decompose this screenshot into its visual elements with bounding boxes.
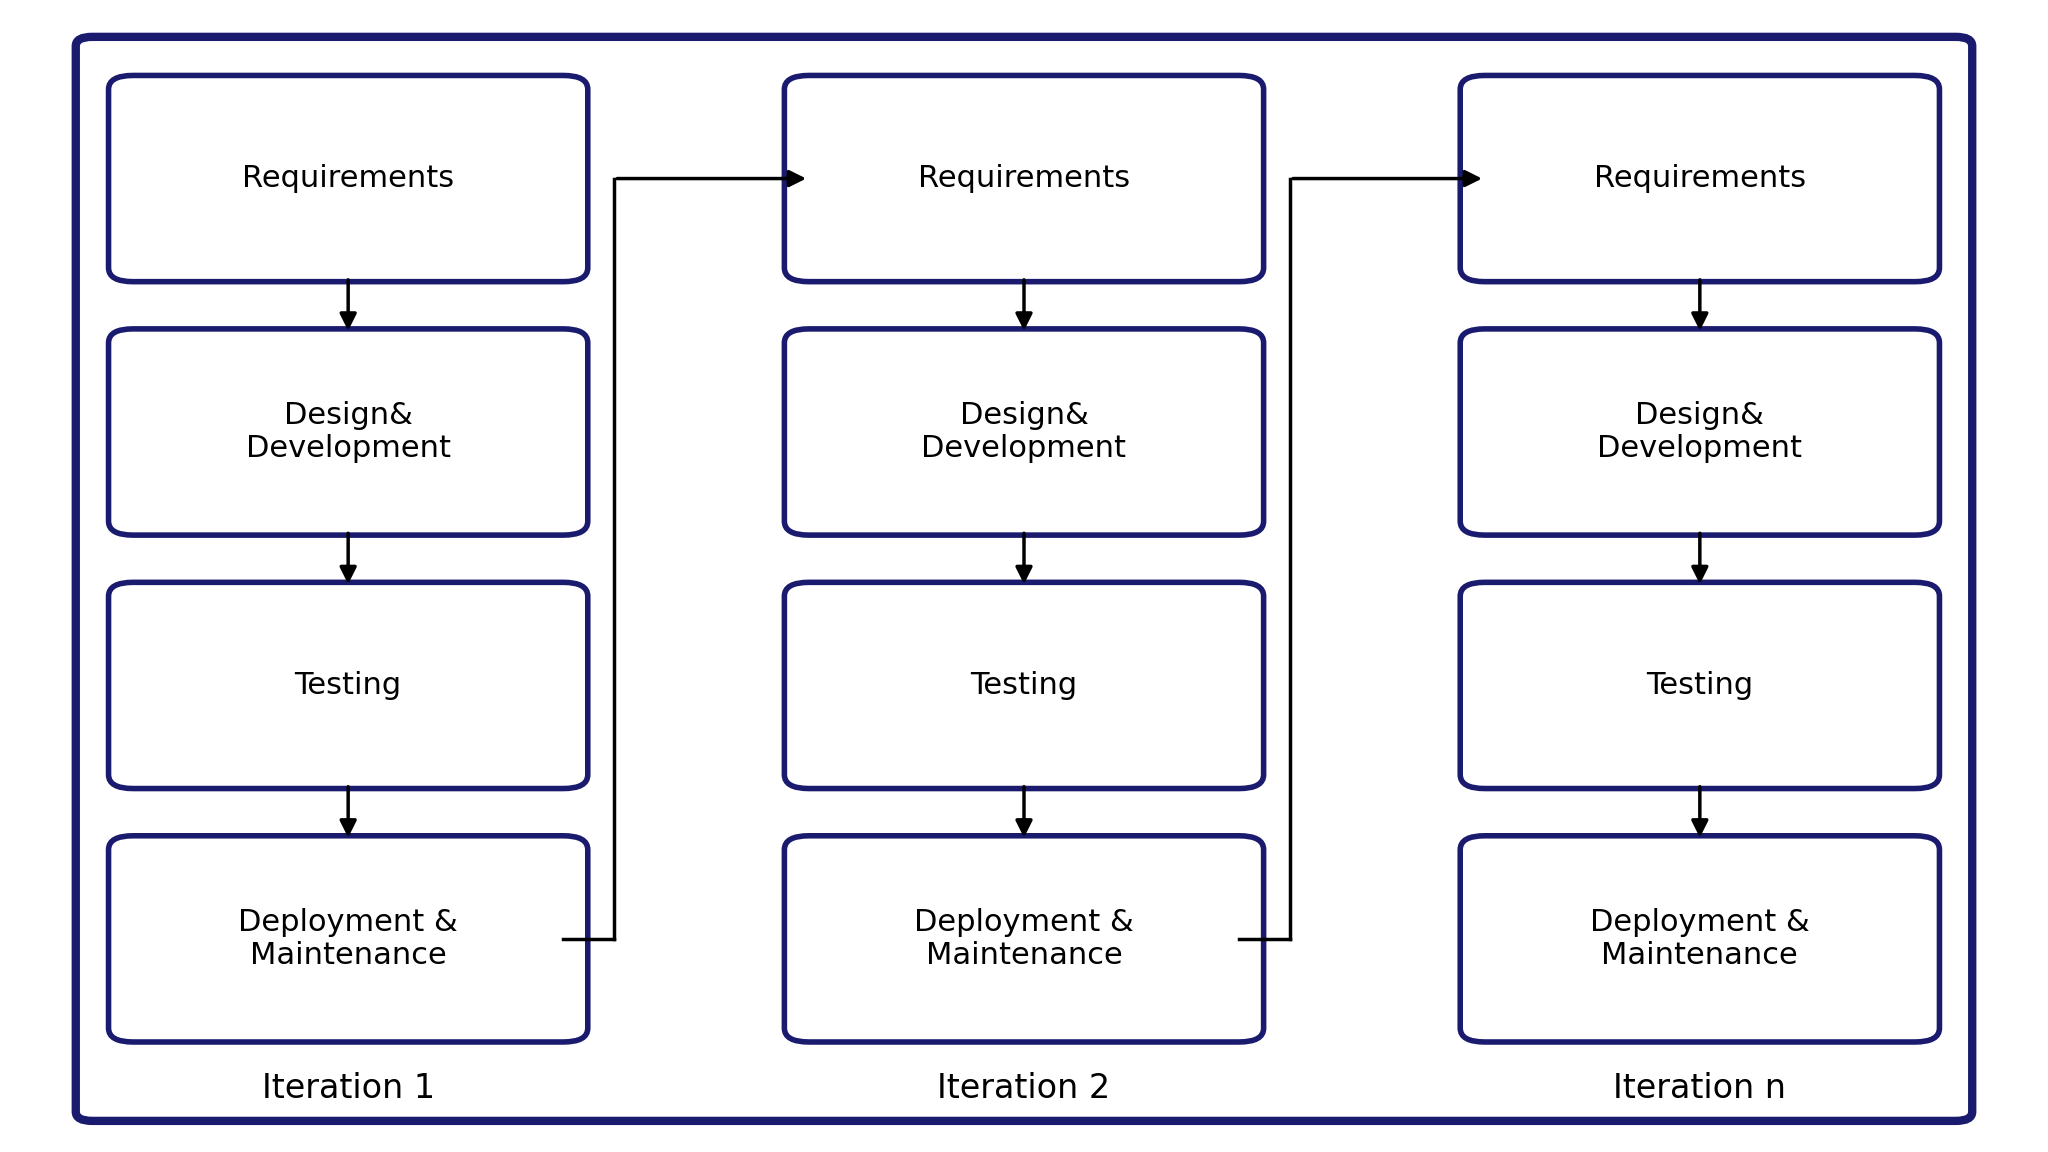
- Text: Design&
Development: Design& Development: [246, 401, 451, 463]
- FancyBboxPatch shape: [1460, 583, 1939, 788]
- FancyBboxPatch shape: [784, 329, 1264, 535]
- FancyBboxPatch shape: [109, 76, 588, 282]
- Text: Testing: Testing: [295, 670, 401, 700]
- Text: Testing: Testing: [1647, 670, 1753, 700]
- Text: Iteration 1: Iteration 1: [262, 1073, 434, 1105]
- Text: Iteration 2: Iteration 2: [938, 1073, 1110, 1105]
- FancyBboxPatch shape: [1460, 76, 1939, 282]
- FancyBboxPatch shape: [1460, 836, 1939, 1041]
- Text: Design&
Development: Design& Development: [922, 401, 1126, 463]
- FancyBboxPatch shape: [784, 836, 1264, 1041]
- Text: Deployment &
Maintenance: Deployment & Maintenance: [1589, 908, 1810, 970]
- Text: Requirements: Requirements: [1593, 164, 1806, 194]
- FancyBboxPatch shape: [1460, 329, 1939, 535]
- Text: Testing: Testing: [971, 670, 1077, 700]
- FancyBboxPatch shape: [109, 836, 588, 1041]
- Text: Requirements: Requirements: [918, 164, 1130, 194]
- FancyBboxPatch shape: [784, 583, 1264, 788]
- Text: Design&
Development: Design& Development: [1597, 401, 1802, 463]
- Text: Requirements: Requirements: [242, 164, 455, 194]
- Text: Iteration n: Iteration n: [1614, 1073, 1786, 1105]
- Text: Deployment &
Maintenance: Deployment & Maintenance: [913, 908, 1135, 970]
- FancyBboxPatch shape: [784, 76, 1264, 282]
- FancyBboxPatch shape: [109, 329, 588, 535]
- Text: Deployment &
Maintenance: Deployment & Maintenance: [238, 908, 459, 970]
- FancyBboxPatch shape: [109, 583, 588, 788]
- FancyBboxPatch shape: [76, 37, 1972, 1121]
